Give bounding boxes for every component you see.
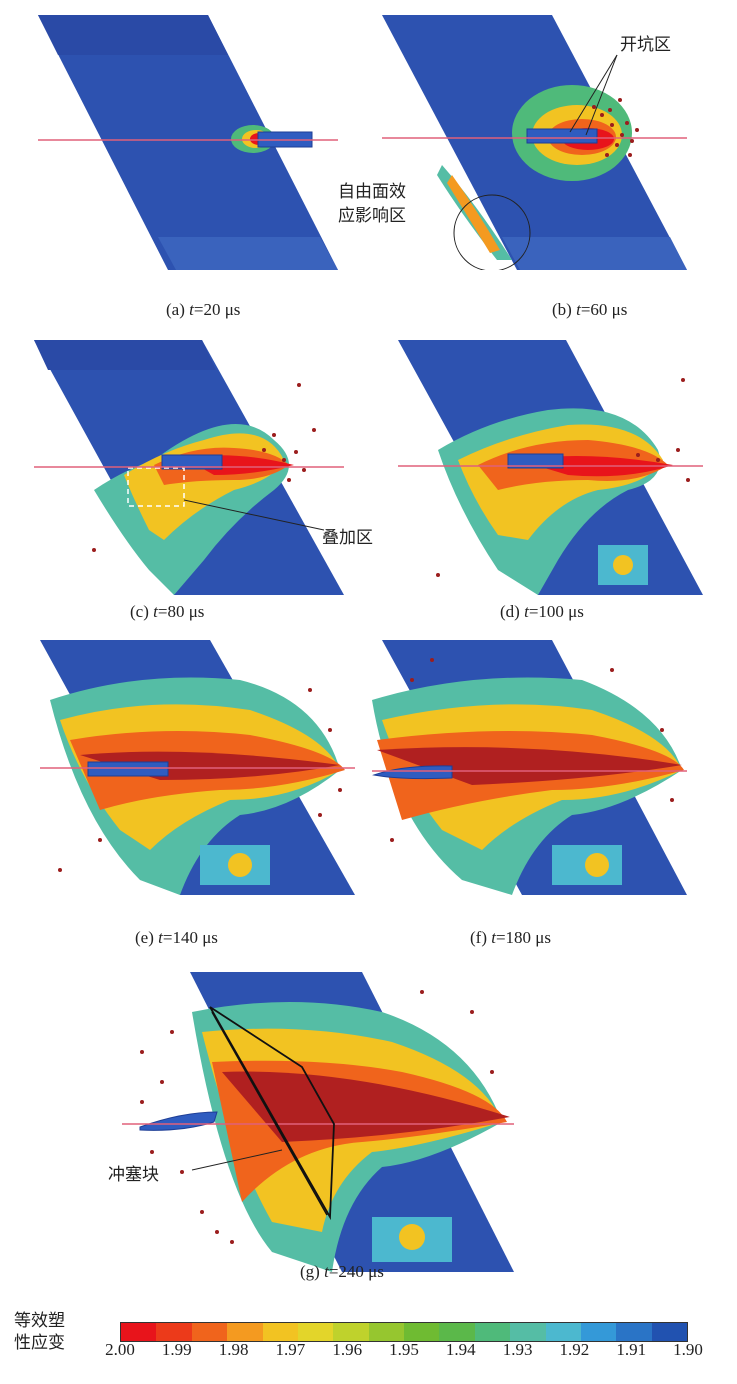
legend-tick-label: 1.99 (161, 1340, 192, 1359)
legend-tick-label: 1.92 (559, 1340, 590, 1359)
panel-e-simulation (40, 640, 355, 895)
legend-swatch (580, 1323, 617, 1341)
caption-e: (e) t=140 μs (135, 928, 218, 947)
panel-b-image (382, 15, 687, 270)
panel-f-image (372, 640, 687, 895)
legend-swatch (156, 1323, 192, 1341)
legend-tick-label: 1.97 (275, 1340, 306, 1359)
legend-swatch (510, 1323, 546, 1341)
caption-g: (g) t=240 μs (300, 1262, 384, 1281)
panel-g-image (122, 972, 514, 1272)
legend-swatch (297, 1323, 334, 1341)
caption-c: (c) t=80 μs (130, 602, 205, 621)
legend-swatch (651, 1323, 687, 1341)
legend-swatch (368, 1323, 404, 1341)
panel-g-simulation (122, 972, 514, 1272)
caption-d: (d) t=100 μs (500, 602, 584, 621)
caption-b: (b) t=60 μs (552, 300, 628, 319)
legend-tick-label: 1.94 (445, 1340, 476, 1359)
legend-tick-label: 1.98 (218, 1340, 249, 1359)
panel-c-simulation (34, 340, 344, 595)
legend-colorbar (120, 1322, 688, 1342)
legend-swatch (121, 1323, 157, 1341)
caption-a: (a) t=20 μs (166, 300, 241, 319)
legend-swatch (333, 1323, 369, 1341)
legend-swatch (262, 1323, 298, 1341)
panel-f-simulation (372, 640, 687, 895)
legend-tick-label: 2.00 (105, 1340, 135, 1359)
panel-e-image (40, 640, 355, 895)
legend-swatch (616, 1323, 652, 1341)
caption-f: (f) t=180 μs (470, 928, 552, 947)
legend-swatch (404, 1323, 440, 1341)
label-superposition-zone: 叠加区 (322, 528, 373, 548)
legend-swatch (545, 1323, 581, 1341)
legend-tick-label: 1.95 (389, 1340, 419, 1359)
legend-tick-label: 1.93 (502, 1340, 533, 1359)
panel-d-image (398, 340, 703, 595)
legend-swatch (227, 1323, 263, 1341)
panel-d-simulation (398, 340, 703, 595)
panel-b-simulation (382, 15, 687, 270)
label-free-surface-effect: 自由面效 应影响区 (338, 182, 406, 226)
legend-tick-label: 1.90 (673, 1340, 703, 1359)
legend-swatch (191, 1323, 228, 1341)
legend-swatch (474, 1323, 511, 1341)
legend-swatch (439, 1323, 475, 1341)
legend-ticks: 2.00 1.99 1.98 1.97 1.96 1.95 1.94 1.93 1.92 1.91… (92, 1340, 728, 1364)
panel-a-image (38, 15, 338, 270)
panel-c-image (34, 340, 344, 595)
label-plug-block: 冲塞块 (108, 1165, 159, 1185)
legend-title: 等效塑 性应变 (14, 1311, 65, 1353)
panel-a-simulation (38, 15, 338, 270)
legend-tick-label: 1.91 (616, 1340, 647, 1359)
legend-tick-label: 1.96 (332, 1340, 363, 1359)
label-crater-zone: 开坑区 (620, 35, 671, 55)
